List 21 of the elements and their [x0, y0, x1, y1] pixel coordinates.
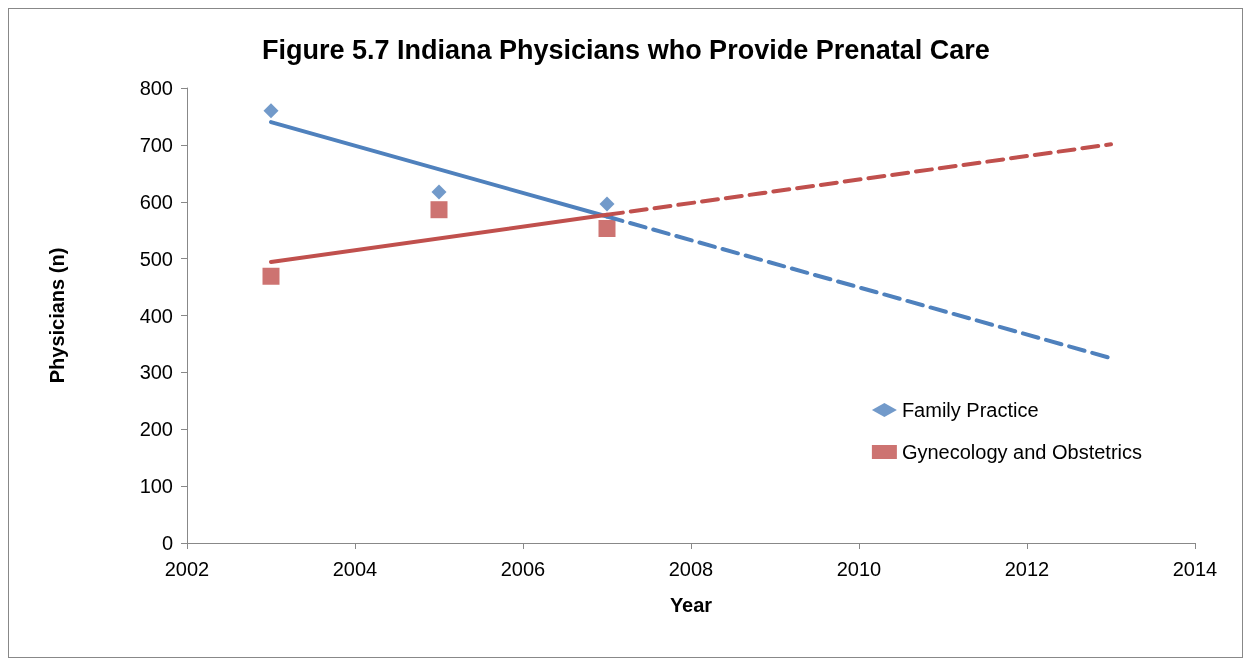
- legend-label: Gynecology and Obstetrics: [901, 441, 1143, 463]
- y-tick-label: 200: [139, 418, 173, 441]
- y-tick-label: 500: [139, 247, 173, 270]
- x-tick-label: 2008: [668, 558, 714, 580]
- y-tick-label: 300: [139, 361, 173, 384]
- chart-title: Figure 5.7 Indiana Physicians who Provide Prenatal Care: [262, 34, 990, 65]
- y-tick-label: 400: [139, 304, 173, 327]
- y-tick-label: 600: [139, 190, 173, 213]
- x-tick-label: 2006: [500, 558, 546, 580]
- x-tick-label: 2010: [836, 558, 882, 580]
- y-tick-label: 800: [139, 77, 173, 99]
- y-tick-label: 700: [139, 133, 173, 156]
- x-axis-title: Year: [669, 594, 713, 616]
- y-axis-title: Physicians (n): [46, 247, 68, 384]
- legend-label: Family Practice: [901, 399, 1039, 421]
- x-tick-label: 2012: [1004, 558, 1050, 580]
- x-tick-label: 2014: [1172, 558, 1218, 580]
- y-tick-label: 0: [161, 532, 173, 554]
- y-tick-label: 100: [139, 475, 173, 498]
- x-tick-label: 2002: [164, 558, 210, 580]
- x-tick-label: 2004: [332, 558, 378, 580]
